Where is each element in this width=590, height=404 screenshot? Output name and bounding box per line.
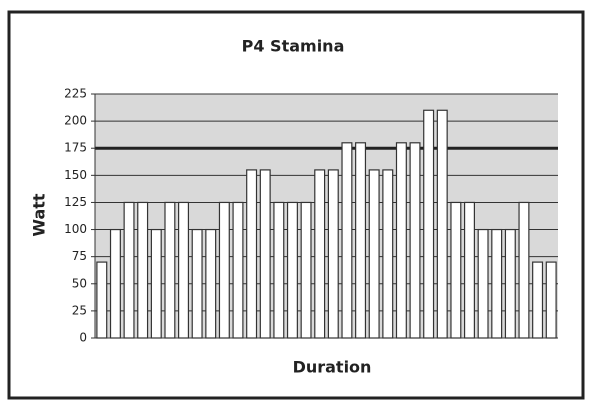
y-axis-label: Watt	[30, 193, 49, 237]
bar	[164, 201, 176, 339]
bar	[178, 201, 190, 339]
bar	[341, 142, 353, 339]
bar	[532, 261, 544, 339]
bar	[137, 201, 149, 339]
bar	[477, 228, 489, 339]
bar	[504, 228, 516, 339]
bar	[423, 109, 435, 339]
y-tick-label: 150	[64, 168, 87, 182]
y-tick-label: 100	[64, 222, 87, 236]
bar	[491, 228, 503, 339]
bar	[436, 109, 448, 339]
bar	[218, 201, 230, 339]
bar	[191, 228, 203, 339]
bar	[314, 169, 326, 339]
bar	[205, 228, 217, 339]
y-tick-label: 0	[79, 331, 87, 345]
bar	[545, 261, 557, 339]
bar	[463, 201, 475, 339]
y-tick-label: 75	[72, 249, 87, 263]
y-tick-label: 225	[64, 87, 87, 101]
bar	[327, 169, 339, 339]
bar	[286, 201, 298, 339]
bar	[409, 142, 421, 339]
y-tick-label: 200	[64, 114, 87, 128]
bar	[395, 142, 407, 339]
bar	[246, 169, 258, 339]
bar	[232, 201, 244, 339]
chart-title: P4 Stamina	[242, 37, 345, 56]
bar	[96, 261, 108, 339]
bar	[355, 142, 367, 339]
bar	[109, 228, 121, 339]
y-tick-label: 175	[64, 141, 87, 155]
bar	[150, 228, 162, 339]
bar	[382, 169, 394, 339]
x-axis-label: Duration	[293, 358, 372, 377]
bar	[273, 201, 285, 339]
bar	[300, 201, 312, 339]
bar	[259, 169, 271, 339]
y-tick-label: 25	[72, 303, 87, 317]
bar	[123, 201, 135, 339]
bar	[368, 169, 380, 339]
bar	[518, 201, 530, 339]
y-tick-label: 50	[72, 276, 87, 290]
bar	[450, 201, 462, 339]
y-tick-label: 125	[64, 195, 87, 209]
